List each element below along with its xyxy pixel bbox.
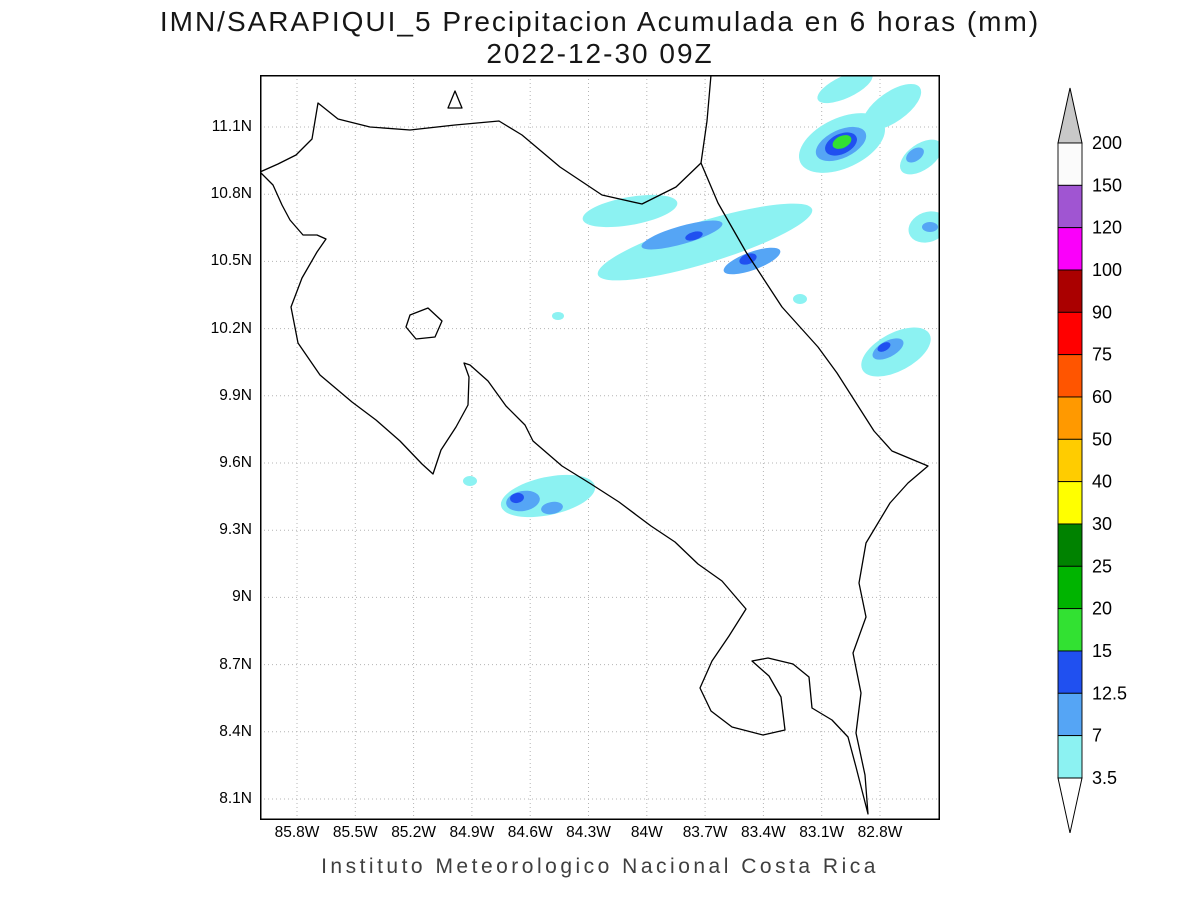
colorbar-label: 25 <box>1092 556 1112 576</box>
colorbar-label: 3.5 <box>1092 768 1117 788</box>
y-tick-label: 10.8N <box>210 185 252 203</box>
colorbar-label: 30 <box>1092 514 1112 534</box>
footer-text: Instituto Meteorologico Nacional Costa R… <box>321 855 879 878</box>
x-tick-label: 85.8W <box>274 824 320 841</box>
gridlines <box>260 75 940 820</box>
map-plot <box>260 75 940 820</box>
precip-patch-7mm <box>906 147 924 163</box>
y-tick-label: 8.4N <box>219 722 252 740</box>
colorbar-label: 15 <box>1092 641 1112 661</box>
colorbar-label: 200 <box>1092 133 1122 153</box>
y-tick-label: 8.7N <box>219 655 252 673</box>
colorbar-label: 12.5 <box>1092 683 1127 703</box>
colorbar-bottom-arrow <box>1057 777 1083 834</box>
colorbar-label: 7 <box>1092 726 1102 746</box>
x-tick-label: 84.3W <box>566 824 611 841</box>
colorbar-top-arrow <box>1057 87 1083 144</box>
precip-patch-3.5mm <box>463 476 477 486</box>
colorbar-segment <box>1057 438 1083 483</box>
x-tick-label: 84.6W <box>507 824 553 841</box>
colorbar: 200 150 120 100 90 75 60 50 40 30 25 20 15 12.5 7 3.5 <box>1057 87 1127 834</box>
costa-rica-outline <box>260 162 929 815</box>
colorbar-segment <box>1057 523 1083 567</box>
chart-title: IMN/SARAPIQUI_5 Precipitacion Acumulada … <box>159 6 1041 37</box>
y-tick-label: 9.6N <box>219 454 252 471</box>
y-tick-label: 9N <box>232 588 252 606</box>
x-tick-label: 85.5W <box>332 824 378 841</box>
inland-lake-outline <box>405 307 443 340</box>
precip-patch-3.5mm <box>793 294 807 304</box>
lake-island-outline <box>447 90 463 109</box>
y-tick-label: 9.3N <box>219 521 252 539</box>
precip-patch-15mm <box>832 135 852 149</box>
colorbar-segment <box>1057 396 1083 440</box>
y-tick-label: 8.1N <box>219 790 252 807</box>
colorbar-segment <box>1057 142 1083 186</box>
coastline <box>260 75 929 815</box>
colorbar-label: 150 <box>1092 175 1122 195</box>
colorbar-segment <box>1057 311 1083 356</box>
y-tick-label: 11.1N <box>211 118 252 135</box>
chart-subtitle: 2022-12-30 09Z <box>486 38 714 69</box>
colorbar-segment <box>1057 269 1083 313</box>
precip-patch-7mm <box>541 501 563 515</box>
colorbar-label: 60 <box>1092 387 1112 407</box>
colorbar-segment <box>1057 692 1083 737</box>
colorbar-segment <box>1057 184 1083 229</box>
colorbar-segment <box>1057 735 1083 779</box>
x-tick-label: 82.8W <box>857 824 903 841</box>
colorbar-segment <box>1057 227 1083 271</box>
x-tick-label: 83.1W <box>799 824 845 841</box>
nicaragua-border-line <box>260 75 712 205</box>
precip-patch-12.5mm <box>510 492 524 504</box>
x-tick-label: 83.4W <box>740 824 786 841</box>
colorbar-label: 75 <box>1092 345 1112 365</box>
precip-patch-3.5mm <box>582 194 678 228</box>
colorbar-label: 100 <box>1092 260 1122 280</box>
colorbar-segment <box>1057 565 1083 610</box>
colorbar-label: 120 <box>1092 218 1122 238</box>
colorbar-label: 90 <box>1092 302 1112 322</box>
precip-patch-12.5mm <box>877 342 891 352</box>
precip-patch-3.5mm <box>817 75 873 104</box>
colorbar-label: 40 <box>1092 472 1112 492</box>
precip-patch-12.5mm <box>685 231 703 241</box>
precip-patch-3.5mm <box>552 312 564 320</box>
y-tick-label: 9.9N <box>219 386 252 404</box>
y-tick-label: 10.2N <box>210 319 252 337</box>
colorbar-segment <box>1057 481 1083 525</box>
x-tick-label: 85.2W <box>391 824 436 841</box>
x-tick-label: 83.7W <box>682 824 728 841</box>
y-tick-label: 10.5N <box>210 252 252 270</box>
x-tick-label: 84.9W <box>449 824 495 841</box>
colorbar-segment <box>1057 650 1083 694</box>
colorbar-label: 50 <box>1092 429 1112 449</box>
colorbar-label: 20 <box>1092 599 1112 619</box>
precip-patch-7mm <box>922 222 938 232</box>
x-tick-label: 84W <box>630 824 663 841</box>
precip-patch-3.5mm <box>597 203 813 281</box>
colorbar-segment <box>1057 608 1083 652</box>
colorbar-segment <box>1057 354 1083 398</box>
precipitation-shading <box>463 75 940 518</box>
precip-patch-7mm <box>641 220 723 250</box>
map-frame <box>260 75 940 820</box>
